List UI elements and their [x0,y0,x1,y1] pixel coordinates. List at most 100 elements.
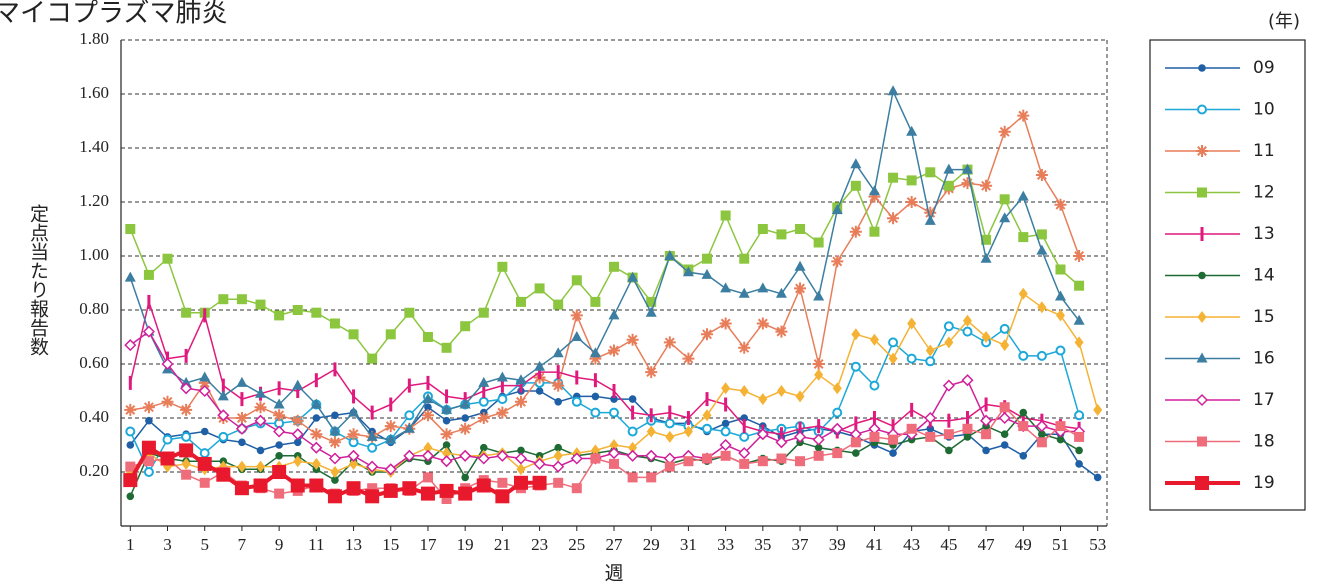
point [1019,452,1028,460]
point [124,271,136,282]
y-tick-label: 1.60 [79,83,109,102]
series [125,287,1103,478]
point [832,407,843,418]
point [385,433,397,444]
point [426,375,430,390]
point [740,414,749,422]
legend-label: 18 [1253,432,1275,452]
point [793,430,807,443]
legend-label: 12 [1253,183,1275,203]
legend-box [1149,39,1306,511]
point [851,328,861,341]
point [719,438,732,452]
series [123,440,547,504]
point [570,452,583,465]
legend-label: 09 [1253,58,1275,78]
y-tick-label: 0.60 [79,353,109,372]
point [739,458,750,469]
point [720,426,731,437]
point [608,309,620,320]
point [645,449,658,462]
point [403,449,416,462]
point [999,402,1010,413]
point [275,441,283,449]
point [702,453,713,464]
point [535,387,544,395]
point [981,331,991,343]
point [701,268,713,279]
point [776,385,786,397]
point [500,378,504,393]
point [515,296,526,307]
y-axis-label: 定点当たり報告数 [27,204,49,356]
point [441,403,453,414]
legend-marker [1200,227,1204,241]
chart-title: マイコプラズマ肺炎 [0,0,227,29]
point [906,125,918,136]
series [124,325,1086,476]
point [888,337,899,348]
point [552,379,565,392]
point [701,328,714,341]
point [739,385,749,397]
point [327,489,342,504]
point [609,458,619,469]
point [552,460,565,473]
series-line [129,330,1080,471]
point [628,395,637,403]
point [496,449,509,462]
point [407,378,411,393]
point [253,478,268,493]
point [776,453,787,464]
series-line [129,168,1080,360]
point [850,180,861,191]
x-tick-label: 19 [457,535,474,554]
point [646,472,657,483]
point [961,163,973,174]
point [850,437,861,448]
point [553,299,564,310]
point [702,253,713,264]
point [1074,280,1085,291]
point [719,317,732,330]
y-tick-label: 1.00 [79,245,109,264]
point [590,453,601,464]
point [668,405,672,420]
point [478,396,489,407]
point [1055,421,1066,432]
point [943,321,954,332]
point [590,296,601,307]
point [216,467,231,482]
point [141,440,156,455]
legend-label: 15 [1253,307,1275,327]
point [961,177,974,190]
point [142,401,155,414]
x-tick-label: 3 [163,535,172,554]
series-line [129,325,1080,473]
point [237,460,247,473]
point [347,449,360,462]
x-tick-label: 43 [903,535,920,554]
point [610,395,618,403]
series-line [129,411,1080,497]
point [1075,460,1083,468]
point [442,416,451,425]
legend-label: 19 [1253,473,1275,493]
point [943,429,954,440]
point [626,449,639,462]
point [240,392,244,407]
point [738,341,751,354]
point [423,441,433,454]
x-tick-label: 23 [531,535,548,554]
point [184,348,188,363]
point [590,407,601,418]
point [273,398,285,409]
point [1038,430,1046,439]
point [348,406,360,417]
point [702,409,712,422]
point [349,457,359,470]
point [682,266,694,277]
point [814,443,823,452]
legend-marker [1197,104,1207,115]
point [1073,314,1085,325]
